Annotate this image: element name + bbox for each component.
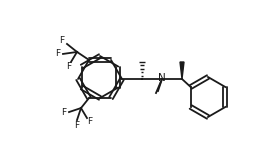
Text: F: F (60, 36, 65, 45)
Text: F: F (87, 117, 93, 126)
Text: N: N (158, 73, 166, 83)
Text: F: F (56, 49, 61, 59)
Text: F: F (74, 121, 80, 130)
Text: F: F (61, 107, 66, 117)
Polygon shape (180, 62, 184, 79)
Text: F: F (66, 62, 72, 71)
